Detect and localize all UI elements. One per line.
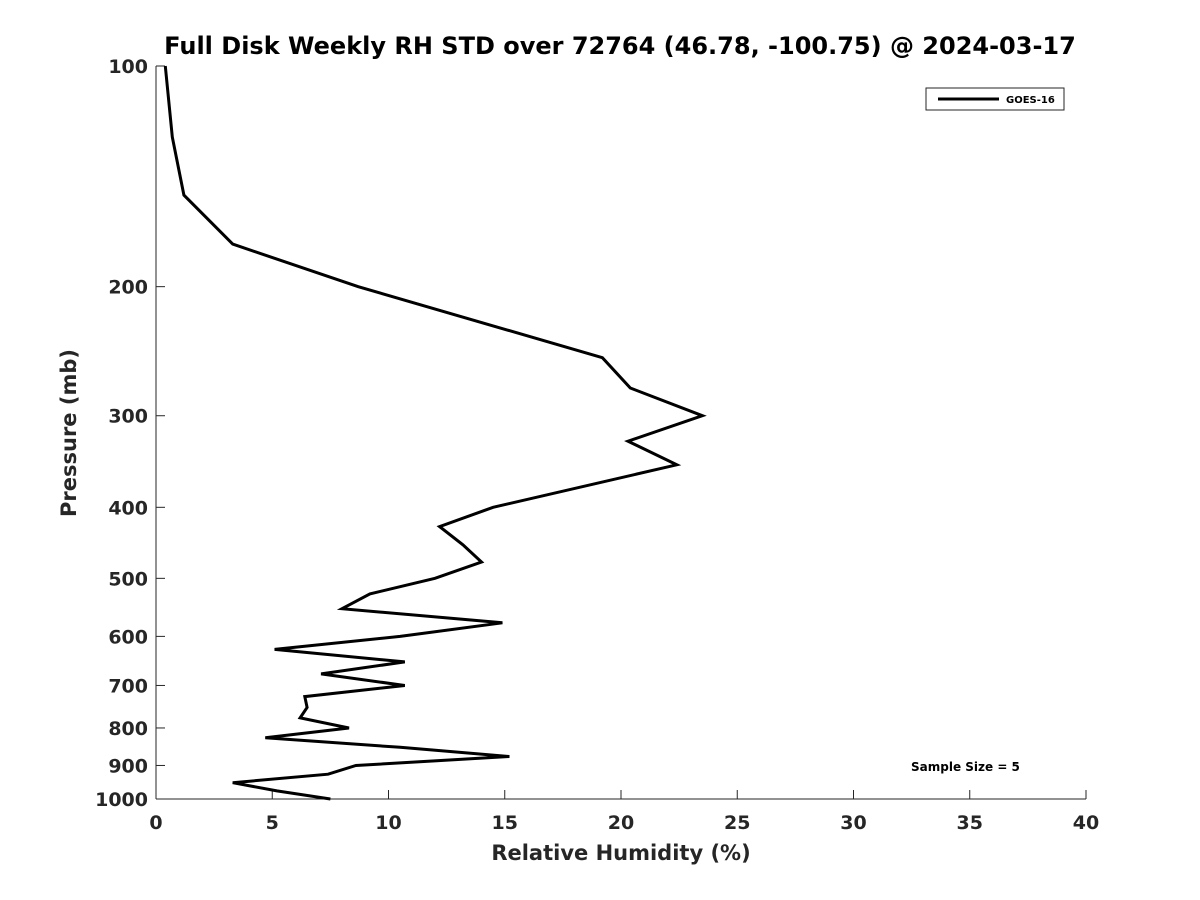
y-tick-label: 200 [108,277,148,299]
y-ticks: 100 200 300 400 500 600 700 800 900 1000 [95,56,165,811]
x-tick-label: 10 [375,812,401,834]
y-tick-label: 300 [108,406,148,428]
y-tick-label: 600 [108,626,148,648]
legend-label-goes-16: GOES-16 [1006,95,1055,106]
y-axis-label: Pressure (mb) [57,349,81,517]
plot-area: 0 5 10 15 20 25 30 35 40 100 200 300 400 500 600 700 80… [95,56,1099,834]
series-line-goes-16 [163,65,707,801]
y-tick-label: 100 [108,56,148,78]
y-tick-label: 1000 [95,789,148,811]
x-tick-label: 0 [149,812,162,834]
legend: GOES-16 [925,87,1065,111]
y-tick-label: 800 [108,718,148,740]
x-tick-label: 20 [608,812,634,834]
y-tick-label: 700 [108,675,148,697]
x-tick-label: 35 [957,812,983,834]
x-axis-label: Relative Humidity (%) [491,841,750,865]
x-tick-label: 40 [1073,812,1099,834]
x-tick-label: 25 [724,812,750,834]
y-tick-label: 400 [108,497,148,519]
x-tick-label: 30 [840,812,866,834]
y-tick-label: 500 [108,568,148,590]
y-tick-label: 900 [108,755,148,777]
x-tick-label: 5 [266,812,279,834]
x-ticks: 0 5 10 15 20 25 30 35 40 [149,790,1099,834]
sample-size-annotation: Sample Size = 5 [911,760,1020,774]
x-tick-label: 15 [492,812,518,834]
chart-title: Full Disk Weekly RH STD over 72764 (46.7… [164,32,1076,60]
